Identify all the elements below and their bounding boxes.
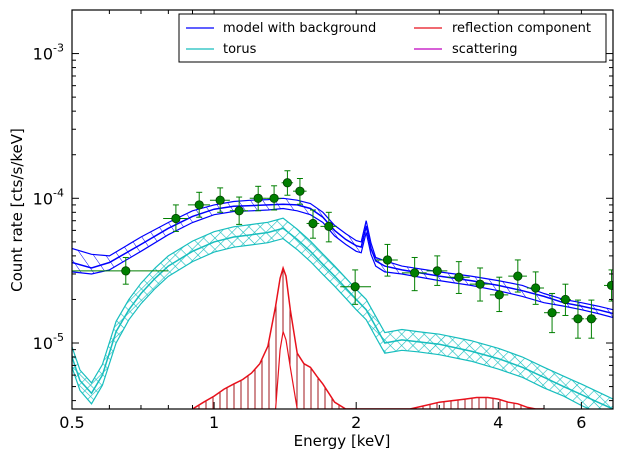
data-point-0 xyxy=(72,256,169,285)
torus-upper-line xyxy=(72,217,613,400)
data-points-layer xyxy=(72,170,613,339)
data-point-marker xyxy=(308,218,318,229)
data-point-13 xyxy=(401,256,427,292)
data-point-marker xyxy=(475,279,485,289)
data-point-4 xyxy=(229,196,249,225)
data-point-marker xyxy=(215,195,225,205)
plot-frame xyxy=(71,9,614,410)
data-point-21 xyxy=(559,283,571,316)
series-layer xyxy=(72,197,613,409)
data-point-marker xyxy=(295,186,305,196)
x-tick-label: 4 xyxy=(493,413,503,432)
data-point-17 xyxy=(489,276,509,313)
torus-line xyxy=(72,227,613,409)
data-point-marker xyxy=(432,266,442,276)
x-tick-label: 2 xyxy=(351,413,361,432)
data-point-marker xyxy=(194,200,204,210)
reflection-band xyxy=(192,268,544,409)
data-point-marker xyxy=(513,271,523,281)
y-tick-label: 10-5 xyxy=(33,331,64,353)
model-line xyxy=(72,203,613,315)
data-point-marker xyxy=(269,193,279,203)
data-point-marker xyxy=(454,272,464,282)
data-point-marker xyxy=(494,290,504,300)
data-point-5 xyxy=(249,185,267,212)
data-point-1 xyxy=(163,204,188,232)
plot-background xyxy=(72,10,613,409)
data-point-10 xyxy=(320,211,337,243)
data-point-marker xyxy=(253,193,263,203)
data-point-marker xyxy=(324,221,334,231)
data-point-marker xyxy=(410,268,420,278)
y-tick-label: 10-4 xyxy=(33,186,64,208)
data-point-12 xyxy=(375,243,398,277)
data-point-14 xyxy=(426,255,448,286)
data-point-marker xyxy=(560,294,571,305)
data-point-18 xyxy=(508,259,527,293)
legend-label-model: model with background xyxy=(223,21,376,36)
data-point-3 xyxy=(209,187,230,213)
legend-label-reflection: reflection component xyxy=(452,21,591,36)
data-point-2 xyxy=(187,191,210,218)
legend-box xyxy=(178,13,607,63)
data-point-22 xyxy=(571,299,585,339)
legend-label-torus: torus xyxy=(223,42,257,57)
data-point-marker xyxy=(586,314,597,324)
data-point-marker xyxy=(350,282,360,292)
data-point-23 xyxy=(585,299,598,339)
data-point-19 xyxy=(526,271,545,305)
x-axis-label: Energy [keV] xyxy=(294,432,391,450)
data-point-11 xyxy=(340,269,372,305)
data-point-marker xyxy=(531,283,541,293)
data-point-7 xyxy=(281,170,294,196)
data-point-marker xyxy=(282,178,293,188)
data-point-8 xyxy=(293,178,307,205)
data-point-6 xyxy=(266,185,282,211)
data-point-marker xyxy=(121,266,131,276)
reflection-line xyxy=(192,265,544,409)
torus-band xyxy=(72,218,613,409)
data-point-marker xyxy=(382,255,393,265)
data-point-marker xyxy=(171,213,181,224)
data-point-marker xyxy=(234,206,244,216)
data-point-marker xyxy=(606,280,613,291)
legend: model with background torus reflection c… xyxy=(178,13,607,63)
y-axis-label: Count rate [cts/s/keV] xyxy=(8,128,26,292)
model-upper-line xyxy=(72,197,613,311)
model-lower-line xyxy=(72,207,613,319)
data-point-9 xyxy=(306,209,320,239)
ticks-layer: 0.5 1 2 4 6 10-5 10-4 10-3 xyxy=(33,9,614,432)
x-tick-label: 0.5 xyxy=(59,413,84,432)
data-point-15 xyxy=(447,261,470,294)
data-point-16 xyxy=(469,267,490,302)
legend-label-scattering: scattering xyxy=(452,42,518,57)
data-point-marker xyxy=(573,314,583,324)
data-point-20 xyxy=(544,292,560,334)
y-tick-label: 10-3 xyxy=(33,42,64,64)
x-tick-label: 6 xyxy=(576,413,586,432)
data-point-24 xyxy=(604,269,613,302)
data-point-marker xyxy=(547,308,557,318)
torus-lower-line xyxy=(72,237,591,409)
x-tick-label: 1 xyxy=(209,413,219,432)
